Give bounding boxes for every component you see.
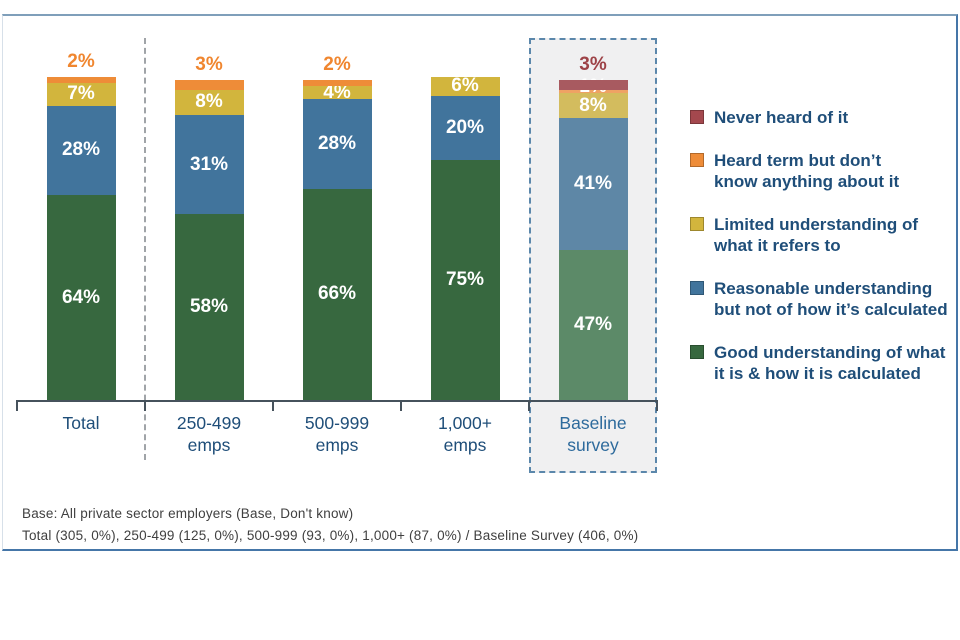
bar-segment (46, 195, 116, 400)
bar-value-label: 28% (61, 139, 101, 161)
bar-value-label: 20% (445, 117, 485, 138)
axis-tick (16, 400, 18, 411)
legend-item-good-understanding: Good understanding of what it is & how it… (690, 342, 948, 384)
legend: Never heard of it Heard term but don’t kno… (690, 107, 948, 384)
legend-label-never-heard: Never heard of it (714, 108, 849, 127)
bar-segment (558, 249, 628, 400)
base-note-line-1: Base: All private sector employers (Base… (22, 506, 354, 521)
bar-top-label: 2% (67, 50, 95, 72)
legend-swatch-good-understanding (690, 345, 704, 359)
category-label: Total (62, 413, 100, 433)
bar-segment (430, 76, 500, 96)
bar-segment (302, 188, 372, 400)
legend-label-limited-understanding: Limited understanding of what it refers t… (714, 215, 918, 255)
category-label: 500-999 emps (304, 413, 370, 455)
bar-segment (558, 80, 628, 90)
axis-tick (528, 400, 530, 411)
bar-segment (174, 80, 244, 90)
axis-tick (272, 400, 274, 411)
bar-segment (302, 86, 372, 100)
bar-value-label: 4% (323, 81, 351, 103)
bar-value-label: 6% (451, 75, 479, 97)
bar-segment (174, 89, 244, 116)
bar-value-label: 8% (579, 94, 607, 116)
total-separator-dashed-line (144, 38, 146, 460)
bar-value-label: 64% (61, 286, 101, 308)
bar-value-label: 58% (189, 296, 229, 318)
bar-segment (430, 96, 500, 160)
category-label: Baseline survey (559, 413, 627, 455)
legend-swatch-heard-term (690, 153, 704, 167)
bar-value-label: 8% (195, 91, 223, 113)
base-note-line-2: Total (305, 0%), 250-499 (125, 0%), 500-… (22, 528, 639, 543)
axis-tick (144, 400, 146, 411)
bar-segment (558, 89, 628, 93)
bar-value-label: 7% (67, 83, 95, 105)
legend-label-good-understanding: Good understanding of what it is & how it… (714, 343, 946, 383)
bar-top-label: 2% (323, 54, 351, 75)
axis-tick (656, 400, 658, 411)
legend-item-reasonable-understanding: Reasonable understanding but not of how i… (690, 278, 948, 320)
bar-segment (46, 83, 116, 106)
legend-swatch-reasonable-understanding (690, 281, 704, 295)
axis-tick (400, 400, 402, 411)
bar-value-label: 41% (573, 173, 613, 194)
bar-segment (302, 80, 372, 87)
legend-item-heard-term: Heard term but don’t know anything about … (690, 150, 948, 192)
legend-label-heard-term: Heard term but don’t know anything about … (714, 151, 900, 191)
bar-value-label: 75% (445, 269, 485, 290)
bar-value-label: 47% (573, 313, 613, 335)
legend-swatch-limited-understanding (690, 217, 704, 231)
x-axis-line (16, 400, 658, 402)
bar-top-label: 3% (195, 54, 223, 75)
bar-segment (46, 105, 116, 196)
bar-segment (46, 76, 116, 84)
bar-top-label: 3% (579, 54, 607, 75)
base-note: Base: All private sector employers (Base… (22, 503, 638, 547)
legend-label-reasonable-understanding: Reasonable understanding but not of how i… (714, 279, 948, 319)
legend-swatch-never-heard (690, 110, 704, 124)
bar-segment (174, 115, 244, 215)
bar-value-label: 31% (189, 153, 229, 175)
category-label: 250-499 emps (176, 413, 242, 455)
bar-value-label: 28% (317, 133, 357, 154)
bar-segment (558, 92, 628, 119)
bar-segment (302, 99, 372, 189)
bar-segment (558, 118, 628, 250)
bar-value-label: 66% (317, 283, 357, 305)
category-label: 1,000+ emps (437, 413, 492, 455)
legend-item-never-heard: Never heard of it (690, 107, 948, 128)
bar-segment (174, 214, 244, 400)
bar-segment (430, 160, 500, 400)
legend-item-limited-understanding: Limited understanding of what it refers t… (690, 214, 948, 256)
